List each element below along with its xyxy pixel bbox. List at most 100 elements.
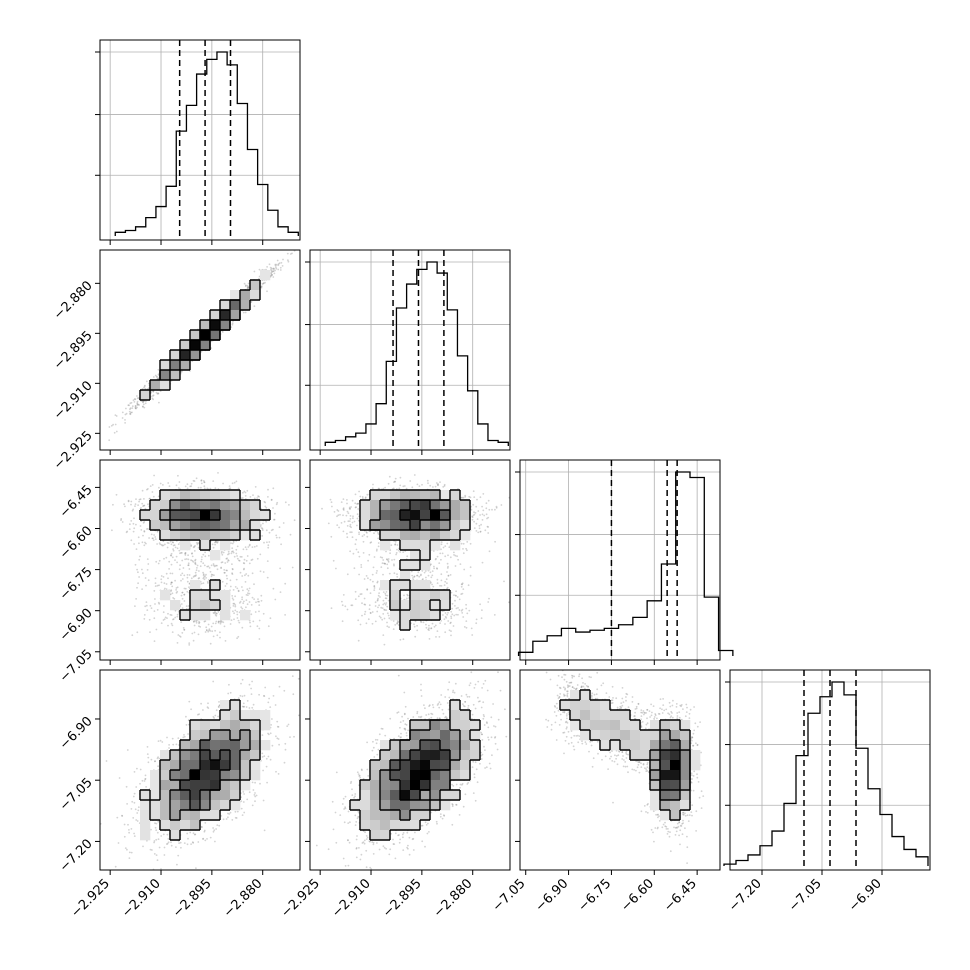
scatter-point (147, 488, 149, 490)
scatter-point (142, 534, 144, 537)
scatter-point (160, 575, 163, 577)
scatter-point (153, 617, 156, 620)
scatter-point (187, 605, 190, 607)
scatter-point (172, 544, 175, 547)
scatter-point (124, 422, 126, 424)
scatter-point (231, 550, 233, 553)
scatter-point (137, 403, 140, 406)
scatter-point (164, 616, 167, 619)
scatter-point (132, 522, 135, 525)
scatter-point (256, 557, 259, 560)
scatter-point (247, 546, 250, 548)
scatter-point (168, 568, 171, 570)
scatter-point (219, 620, 222, 623)
scatter-point (157, 392, 160, 395)
scatter-point (231, 573, 234, 575)
scatter-point (134, 398, 137, 401)
scatter-point (205, 577, 208, 579)
scatter-point (194, 545, 196, 547)
scatter-point (145, 528, 148, 530)
scatter-point (205, 573, 207, 576)
scatter-point (198, 625, 200, 627)
scatter-point (133, 527, 136, 530)
scatter-point (136, 406, 138, 409)
scatter-point (186, 483, 189, 486)
scatter-point (269, 266, 272, 269)
scatter-point (167, 612, 169, 615)
scatter-point (130, 520, 133, 522)
scatter-point (129, 413, 132, 416)
scatter-point (129, 407, 132, 409)
scatter-point (221, 580, 224, 583)
scatter-point (284, 614, 286, 616)
scatter-point (209, 630, 212, 632)
scatter-point (230, 326, 233, 328)
scatter-point (142, 401, 144, 404)
scatter-point (255, 545, 258, 547)
scatter-point (203, 481, 206, 483)
scatter-point (179, 564, 182, 567)
scatter-point (138, 404, 141, 406)
scatter-point (221, 561, 224, 563)
scatter-point (237, 635, 240, 638)
scatter-point (114, 423, 117, 426)
scatter-point (212, 546, 215, 549)
scatter-point (144, 541, 146, 544)
scatter-point (261, 529, 264, 531)
scatter-point (236, 610, 239, 613)
scatter-point (156, 393, 159, 395)
scatter-point (245, 548, 248, 551)
scatter-point (207, 565, 210, 568)
scatter-point (244, 495, 247, 497)
scatter-point (277, 264, 280, 267)
scatter-point (277, 268, 280, 271)
scatter-point (136, 403, 139, 405)
scatter-point (186, 574, 189, 576)
scatter-point (234, 586, 237, 588)
scatter-point (257, 277, 260, 280)
scatter-point (220, 552, 223, 554)
scatter-point (267, 488, 269, 491)
scatter-point (248, 601, 251, 603)
scatter-point (191, 559, 194, 562)
scatter-point (141, 572, 144, 575)
scatter-point (229, 579, 232, 582)
scatter-point (152, 394, 155, 397)
scatter-point (274, 269, 276, 272)
scatter-point (174, 609, 177, 612)
scatter-point (220, 567, 223, 569)
scatter-point (156, 376, 159, 378)
scatter-point (157, 601, 160, 604)
scatter-point (277, 263, 280, 265)
scatter-point (142, 505, 144, 508)
scatter-point (131, 405, 134, 408)
scatter-point (235, 548, 238, 551)
scatter-point (181, 578, 184, 580)
scatter-point (193, 550, 196, 552)
scatter-point (258, 268, 261, 271)
scatter-point (239, 571, 242, 574)
scatter-point (170, 563, 173, 566)
scatter-point (258, 600, 260, 603)
scatter-point (133, 401, 136, 403)
scatter-point (195, 620, 197, 622)
scatter-point (272, 276, 275, 278)
scatter-point (223, 571, 226, 574)
scatter-point (186, 487, 189, 490)
scatter-point (243, 282, 246, 285)
scatter-point (274, 598, 277, 601)
scatter-point (148, 618, 151, 621)
scatter-point (177, 487, 180, 489)
scatter-point (258, 610, 260, 613)
scatter-point (269, 274, 272, 277)
scatter-point (244, 574, 246, 577)
scatter-point (183, 593, 186, 596)
scatter-point (235, 480, 238, 483)
scatter-point (219, 622, 222, 625)
scatter-point (263, 500, 266, 503)
scatter-point (134, 406, 137, 409)
scatter-point (183, 593, 186, 596)
scatter-point (227, 559, 230, 562)
scatter-point (187, 554, 190, 557)
scatter-point (168, 485, 171, 487)
